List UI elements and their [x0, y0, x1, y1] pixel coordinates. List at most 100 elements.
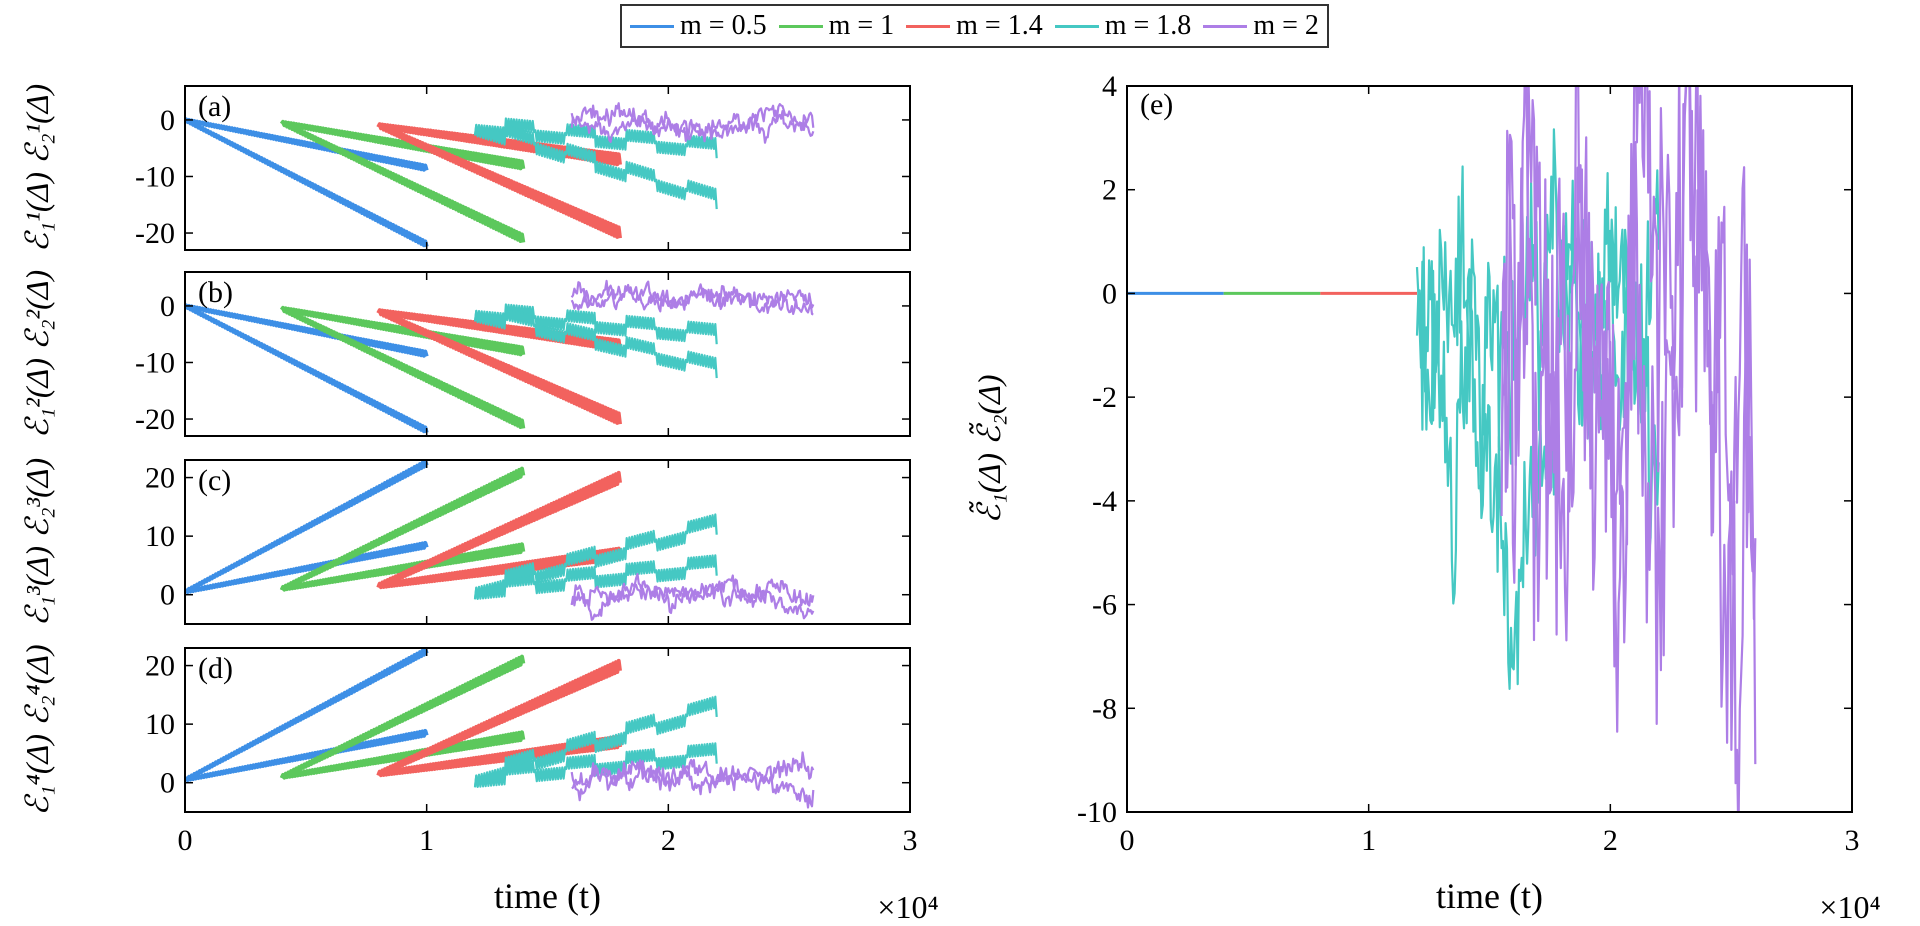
y-axis-label: ℰ₁¹(Δ) ℰ₂¹(Δ) [19, 84, 55, 252]
x-tick-label: 2 [1603, 824, 1618, 857]
panel-label: (d) [198, 652, 233, 685]
x-tick-label: 1 [419, 824, 434, 857]
y-tick-label: 4 [1102, 70, 1117, 103]
series-line [570, 574, 815, 621]
x-axis-label: time (t) [1436, 876, 1543, 916]
series-line [185, 460, 429, 594]
y-tick-label: 0 [160, 290, 175, 323]
y-tick-label: 0 [160, 104, 175, 137]
x-tick-label: 3 [1845, 824, 1860, 857]
panel-label: (b) [198, 276, 233, 309]
y-axis-label: ℰ₁³(Δ) ℰ₂³(Δ) [19, 458, 55, 626]
legend-item-m-0-5: m = 0.5 [630, 10, 767, 42]
y-axis-label: ℰ₁²(Δ) ℰ₂²(Δ) [19, 270, 55, 438]
panel-b: 0 -10 -20 (b) ℰ₁²(Δ) ℰ₂²(Δ) [19, 270, 911, 438]
y-tick-label: 10 [145, 520, 175, 553]
series-line [279, 654, 526, 779]
legend-swatch [778, 24, 823, 28]
series-line [473, 513, 718, 600]
x-axis-scale-label: ×10⁴ [877, 889, 938, 925]
plot-frame [184, 647, 911, 813]
series-line [280, 306, 526, 429]
plot-frame [1126, 85, 1853, 813]
panel-c: 0 10 20 (c) ℰ₁³(Δ) ℰ₂³(Δ) [19, 458, 911, 626]
series-line [185, 303, 429, 358]
x-axis-label: time (t) [494, 876, 601, 916]
series-line [376, 308, 622, 425]
series-line [570, 102, 815, 144]
panel-d: 0 1 2 3 0 10 20 (d) ℰ₁⁴(Δ) ℰ₂⁴(Δ) time (t) ×10⁴ [19, 644, 939, 925]
plot-area [185, 279, 815, 434]
y-tick-label: -10 [135, 160, 175, 193]
series-line [279, 542, 526, 592]
legend-swatch [630, 24, 674, 28]
series-line [185, 540, 429, 594]
legend-swatch [906, 24, 951, 28]
panel-label: (e) [1140, 88, 1173, 121]
panel-label: (a) [198, 90, 231, 123]
series-line [473, 742, 718, 789]
series-line [185, 728, 429, 782]
panel-e: 0 1 2 3 4 2 0 -2 -4 -6 -8 -10 (e) ℰ̃₁(Δ) ℰ̃₂(Δ) time (… [969, 70, 1880, 925]
legend-label: m = 1.8 [1104, 10, 1192, 41]
series-line [570, 751, 815, 802]
series-line [185, 303, 429, 434]
y-tick-label: -20 [135, 403, 175, 436]
plot-frame [184, 459, 911, 625]
series-line [473, 695, 718, 788]
legend-item-m-1: m = 1 [778, 10, 895, 42]
series-line [185, 117, 429, 172]
y-axis-label: ℰ₁⁴(Δ) ℰ₂⁴(Δ) [19, 644, 55, 815]
series-line [570, 279, 815, 313]
x-axis-scale-label: ×10⁴ [1819, 889, 1880, 925]
series-line [279, 730, 526, 780]
series-line [473, 123, 718, 210]
y-tick-label: -2 [1092, 381, 1117, 414]
panel-a: 0 -10 -20 (a) ℰ₁¹(Δ) ℰ₂¹(Δ) [19, 84, 911, 252]
series-line [1500, 86, 1757, 812]
plot-area [1127, 86, 1757, 812]
legend-item-m-1-4: m = 1.4 [906, 10, 1043, 42]
plot-area [185, 102, 815, 248]
series-line [376, 546, 622, 590]
legend-swatch [1054, 24, 1099, 28]
y-tick-label: 10 [145, 708, 175, 741]
series-line [376, 470, 622, 589]
panel-label: (c) [198, 464, 231, 497]
y-tick-label: 2 [1102, 174, 1117, 207]
y-tick-label: -10 [1077, 796, 1117, 829]
series-line [185, 117, 429, 248]
legend-label: m = 0.5 [680, 10, 767, 41]
plot-frame [184, 271, 911, 437]
x-tick-label: 1 [1361, 824, 1376, 857]
series-line [279, 466, 526, 591]
series-line [280, 119, 526, 171]
series-line [376, 308, 622, 353]
y-tick-label: -4 [1092, 485, 1117, 518]
legend-item-m-1-8: m = 1.8 [1054, 10, 1192, 42]
plot-frame [184, 85, 911, 251]
y-tick-label: -20 [135, 217, 175, 250]
y-tick-label: 0 [160, 579, 175, 612]
y-tick-label: -6 [1092, 589, 1117, 622]
x-tick-label: 0 [178, 824, 193, 857]
legend: m = 0.5 m = 1 m = 1.4 m = 1.8 m = 2 [620, 4, 1329, 48]
series-line [280, 120, 526, 243]
x-tick-label: 3 [903, 824, 918, 857]
legend-label: m = 2 [1253, 10, 1319, 41]
series-line [570, 102, 815, 140]
y-tick-label: 0 [1102, 277, 1117, 310]
legend-swatch [1203, 24, 1248, 28]
series-line [473, 307, 718, 379]
series-line [376, 122, 622, 239]
series-line [280, 305, 526, 357]
series-line [1415, 128, 1660, 497]
series-line [185, 648, 429, 782]
y-tick-label: 0 [160, 767, 175, 800]
plot-area [185, 460, 815, 621]
legend-label: m = 1 [828, 10, 895, 41]
legend-item-m-2: m = 2 [1203, 10, 1319, 42]
series-line [376, 734, 622, 778]
x-tick-label: 2 [661, 824, 676, 857]
